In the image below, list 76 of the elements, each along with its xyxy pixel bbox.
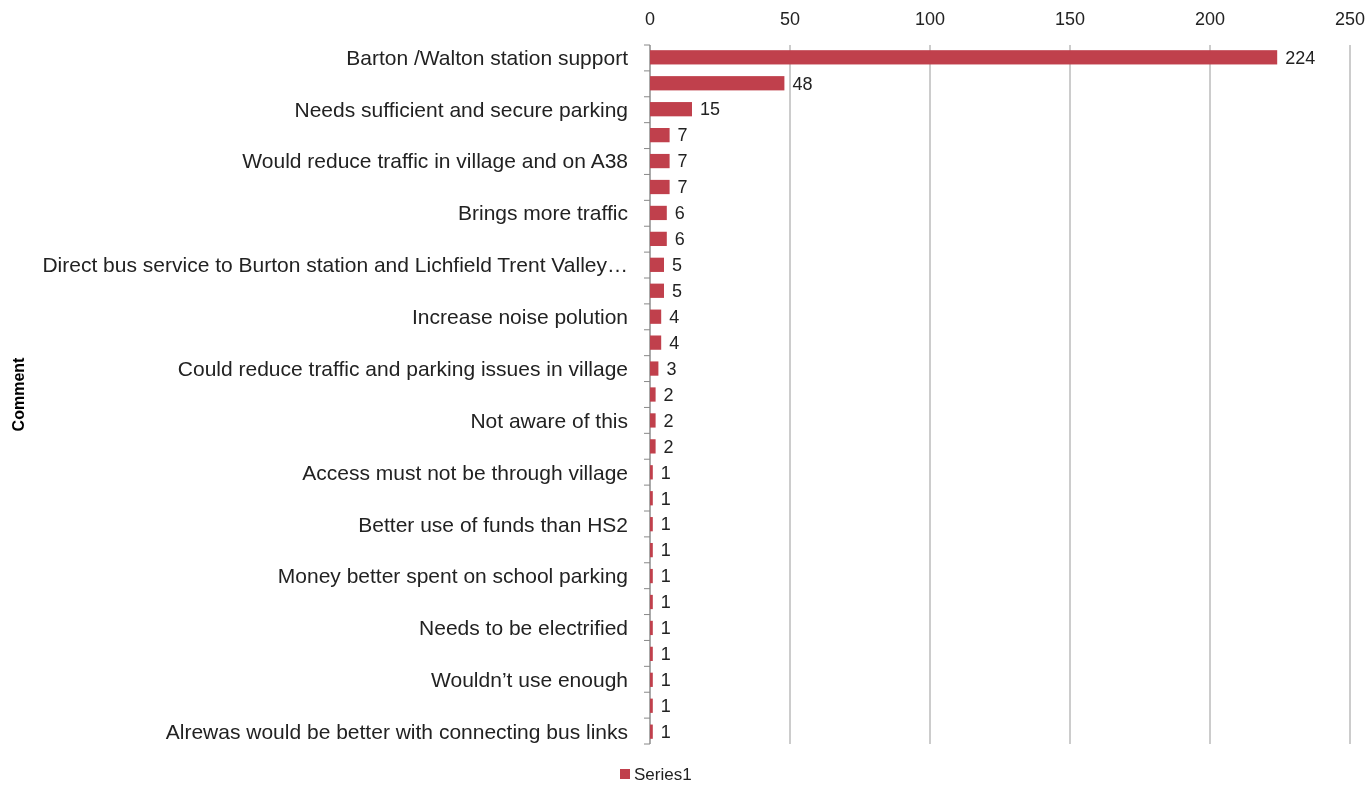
y-tick-label: Wouldn’t use enough [431,668,628,692]
data-label: 224 [1285,47,1316,68]
data-label: 1 [660,566,671,587]
data-label: 3 [666,358,677,379]
bar [650,257,664,272]
y-tick-label: Money better spent on school parking [277,564,628,588]
bar [650,205,667,221]
bar [650,646,653,661]
x-tick-label: 100 [914,9,946,29]
bar [650,542,653,558]
x-tick-label: 0 [644,9,656,29]
bar [650,102,692,117]
data-label: 48 [792,73,813,94]
y-tick-label: Needs sufficient and secure parking [294,97,628,121]
data-label: 1 [660,644,671,665]
data-label: 7 [677,125,688,146]
bar [650,491,653,506]
y-tick-label: Would reduce traffic in village and on A38 [242,149,628,173]
data-label: 1 [660,696,671,717]
bar [650,128,670,143]
bar [650,439,656,454]
bar [650,594,653,610]
y-tick-label: Brings more traffic [458,201,628,225]
data-label: 2 [663,436,674,457]
bar [650,517,653,532]
data-label: 5 [672,281,683,302]
y-axis-title: Comment [10,356,27,432]
y-tick-label: Not aware of this [470,408,628,432]
bar [650,698,653,713]
data-label: 1 [660,592,671,613]
bar [650,283,664,298]
bar [650,413,656,428]
data-label: 2 [663,384,674,405]
data-label: 5 [672,255,683,276]
bar [650,50,1278,65]
bar [650,672,653,687]
data-label: 7 [677,177,688,198]
x-tick-label: 200 [1194,9,1226,29]
data-label: 15 [700,99,721,120]
x-tick-label: 250 [1334,9,1366,29]
data-label: 7 [677,151,688,172]
data-label: 4 [669,332,680,353]
data-label: 1 [660,514,671,535]
legend-label: Series1 [634,764,692,784]
bar [650,335,662,350]
data-label: 6 [674,203,685,224]
bar [650,309,662,324]
y-tick-label: Better use of funds than HS2 [358,512,628,536]
x-tick-label: 50 [779,9,801,29]
data-label: 1 [660,540,671,561]
data-label: 1 [660,462,671,483]
bar [650,153,670,169]
data-label: 4 [669,306,680,327]
bar [650,724,653,739]
bar [650,76,785,91]
bar [650,231,667,247]
y-tick-label: Alrewas would be better with connecting bus links [165,720,628,744]
bar [650,179,670,195]
bar [650,620,653,636]
y-tick-label: Access must not be through village [302,460,628,484]
y-tick-label: Direct bus service to Burton station and Lichfield Trent Valley… [42,253,628,277]
y-tick-label: Barton /Walton station support [346,45,629,69]
data-label: 1 [660,618,671,639]
data-label: 2 [663,410,674,431]
data-label: 1 [660,488,671,509]
bar [650,361,659,376]
bar [650,387,656,402]
bar [650,465,653,480]
x-tick-label: 150 [1054,9,1086,29]
bar [650,568,653,584]
data-label: 6 [674,229,685,250]
y-tick-label: Increase noise polution [412,305,628,329]
data-label: 1 [660,721,671,742]
y-tick-label: Needs to be electrified [419,616,628,640]
y-tick-label: Could reduce traffic and parking issues in village [177,356,628,380]
data-label: 1 [660,670,671,691]
